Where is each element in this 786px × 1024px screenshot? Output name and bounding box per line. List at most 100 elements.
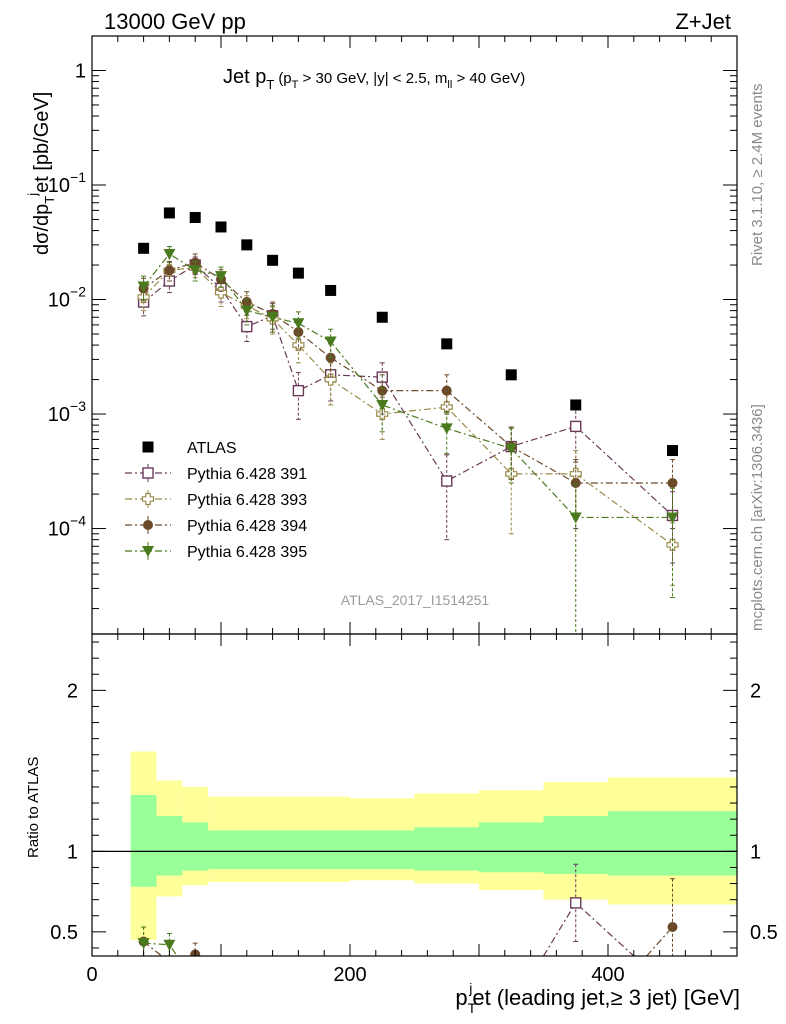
data-point-p395	[292, 318, 305, 330]
data-point-p395	[569, 512, 582, 524]
y-label-a-sub: T	[42, 196, 57, 204]
legend-label: Pythia 6.428 394	[187, 518, 307, 535]
uncertainty-band-inner	[608, 811, 737, 876]
data-point-atlas	[215, 221, 227, 233]
y-tick-label: 1	[75, 60, 86, 82]
data-point-p395	[137, 281, 150, 293]
y-tick-base: 10	[48, 519, 70, 541]
data-point-atlas	[138, 242, 150, 254]
data-point-p391	[570, 420, 582, 433]
data-point-p395	[189, 265, 202, 277]
data-point-atlas	[241, 239, 253, 251]
y-tick-label: 10−1	[48, 169, 86, 197]
legend: ATLAS Pythia 6.428 391 Pythia 6.428 393 Pyt…	[125, 440, 307, 561]
data-point-p391	[241, 320, 253, 333]
x-tick-label: 0	[86, 964, 97, 986]
data-point-p393	[214, 286, 228, 299]
ratio-y-tick-label-left: 1	[67, 841, 78, 863]
y-tick-exponent: −3	[70, 398, 86, 414]
ratio-y-tick-label-left: 2	[67, 680, 78, 702]
data-point-p394	[667, 477, 678, 488]
ratio-point-p391	[570, 897, 582, 909]
series-atlas	[138, 207, 678, 457]
y-axis-label: dσ/dpTjet [pb/GeV]	[25, 92, 57, 255]
mcplots-source-label: mcplots.cern.ch [arXiv:1306.3436]	[749, 404, 766, 631]
legend-entry-p394: Pythia 6.428 394	[125, 516, 307, 535]
legend-entry-p391: Pythia 6.428 391	[125, 464, 307, 483]
x-label-a-sub: T	[468, 1000, 477, 1016]
data-point-p395	[666, 512, 679, 524]
ratio-y-tick-label-left: 0.5	[50, 922, 78, 944]
y-tick-label: 10−3	[48, 398, 86, 426]
header-process-label: Z+Jet	[675, 9, 731, 34]
data-point-atlas	[570, 399, 582, 411]
ratio-y-tick-label-right: 0.5	[750, 922, 778, 944]
data-point-p391	[292, 384, 305, 397]
x-axis-label: pTjet (leading jet,≥ 3 jet) [GeV]	[455, 980, 740, 1016]
legend-marker-p394	[143, 520, 153, 530]
uncertainty-band-inner	[156, 815, 183, 876]
y-tick-exponent: −4	[70, 513, 86, 529]
legend-label: Pythia 6.428 395	[187, 544, 307, 561]
ratio-plot-frame	[91, 633, 738, 957]
legend-label: Pythia 6.428 393	[187, 492, 307, 509]
ratio-y-tick-label-right: 2	[750, 680, 761, 702]
uncertainty-band-inner	[479, 822, 544, 873]
ratio-y-axis-label: Ratio to ATLAS	[25, 757, 42, 858]
data-point-atlas	[441, 338, 453, 350]
header-collision-label: 13000 GeV pp	[104, 9, 246, 34]
data-point-atlas	[667, 445, 678, 457]
uncertainty-band-inner	[350, 830, 415, 870]
y-tick-label: 10−4	[48, 513, 86, 541]
x-tick-label: 400	[591, 964, 624, 986]
rivet-version-label: Rivet 3.1.10, ≥ 2.4M events	[749, 84, 766, 267]
series-p395	[137, 246, 679, 634]
legend-marker-p395	[142, 546, 154, 557]
y-label-b: et [pb/GeV]	[31, 92, 53, 193]
analysis-tag: ATLAS_2017_I1514251	[341, 592, 490, 608]
ratio-plot-panel: 0.5 0.5 1 1 2 2 0 200 400 Ratio to ATLAS pTjet (…	[25, 633, 778, 1016]
uncertainty-band-inner	[182, 822, 209, 871]
data-point-p394	[570, 477, 581, 488]
ratio-line-p394	[646, 926, 673, 956]
title-cuts-a: (p	[278, 70, 291, 87]
ratio-series-p391	[542, 863, 635, 956]
legend-marker-p391	[142, 467, 154, 479]
ratio-y-tick-label-right: 1	[750, 841, 761, 863]
data-point-p395	[324, 336, 337, 348]
title-cuts-c: > 40 GeV)	[452, 70, 525, 87]
legend-entry-p395: Pythia 6.428 395	[125, 542, 307, 561]
y-tick-exponent: −1	[70, 169, 86, 185]
data-point-atlas	[325, 284, 337, 296]
ratio-point-p395	[163, 939, 176, 951]
x-label-a: p	[455, 985, 467, 1010]
uncertainty-band-inner	[414, 827, 479, 871]
data-point-p395	[266, 312, 279, 324]
legend-entry-atlas: ATLAS	[142, 440, 237, 457]
data-point-p395	[505, 443, 518, 455]
data-point-atlas	[292, 267, 304, 279]
data-point-p395	[240, 305, 253, 317]
title-cuts-b-sub: ll	[447, 79, 452, 91]
plot-title: Jet pT (pT > 30 GeV, |y| < 2.5, mll > 40 …	[223, 66, 525, 92]
data-point-p394	[164, 265, 175, 276]
y-tick-base: 10	[48, 175, 70, 197]
y-label-a-sup: j	[25, 193, 40, 197]
title-cuts-a-sub: T	[292, 79, 299, 91]
x-label-a-sup: j	[468, 980, 472, 996]
x-label-b: et (leading jet,≥ 3 jet) [GeV]	[472, 985, 740, 1010]
data-point-p395	[215, 271, 227, 283]
ratio-line-p391	[542, 901, 635, 956]
data-point-atlas	[376, 311, 388, 323]
y-tick-label: 10−2	[48, 284, 86, 312]
data-point-atlas	[267, 254, 279, 266]
data-point-atlas	[505, 369, 517, 381]
legend-label: ATLAS	[187, 440, 237, 457]
data-point-p394	[377, 385, 388, 396]
data-point-p391	[441, 475, 453, 487]
data-point-atlas	[189, 212, 201, 224]
title-cuts-b: > 30 GeV, |y| < 2.5, m	[298, 70, 447, 87]
data-point-atlas	[163, 207, 175, 219]
y-tick-exponent: −2	[70, 284, 86, 300]
